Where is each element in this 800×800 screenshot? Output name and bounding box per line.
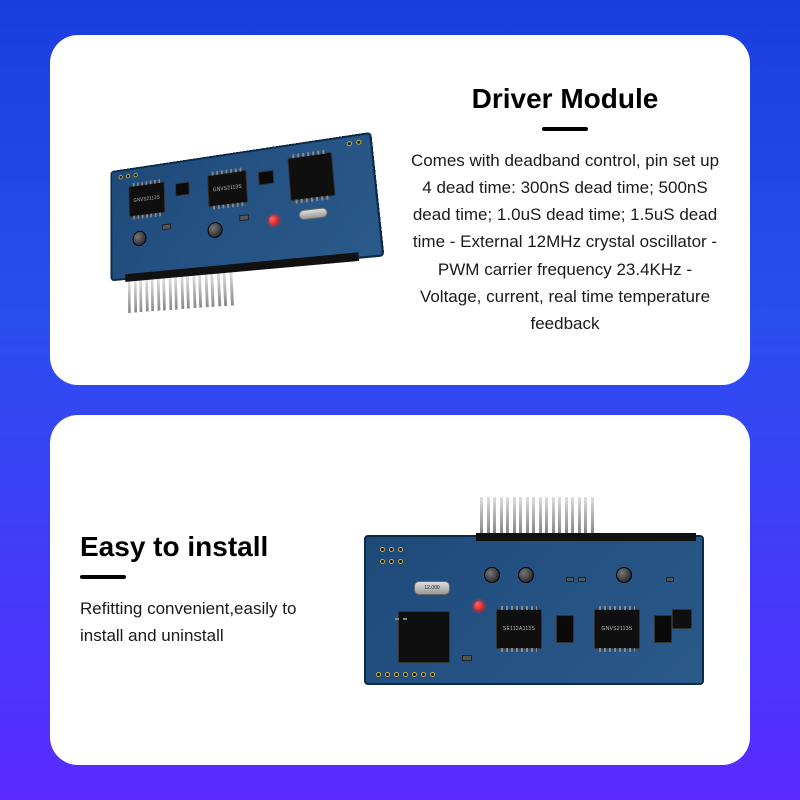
title-underline	[80, 575, 126, 579]
title-underline	[542, 127, 588, 131]
led-icon	[474, 601, 484, 611]
product-image-1: GNVS2113S GNVS2113S	[80, 130, 390, 290]
chip-label: GNVS2113S	[602, 626, 633, 632]
chip-label: SE112A113S	[503, 626, 535, 632]
chip-label: GNVS2113S	[213, 184, 242, 194]
feature-card-2: Easy to install Refitting convenient,eas…	[50, 415, 750, 765]
led-icon	[268, 215, 279, 226]
card-title: Easy to install	[80, 531, 328, 563]
card-text-block: Driver Module Comes with deadband contro…	[410, 83, 720, 337]
chip-label: GNVS2113S	[133, 195, 160, 204]
card-description: Refitting convenient,easily to install a…	[80, 595, 328, 649]
card-description: Comes with deadband control, pin set up …	[410, 147, 720, 337]
product-image-2: 12.000 SE112A113S GNVS2113S	[348, 490, 720, 690]
card-title: Driver Module	[410, 83, 720, 115]
feature-card-1: GNVS2113S GNVS2113S	[50, 35, 750, 385]
crystal-label: 12.000	[424, 585, 439, 591]
card-text-block: Easy to install Refitting convenient,eas…	[80, 531, 328, 649]
